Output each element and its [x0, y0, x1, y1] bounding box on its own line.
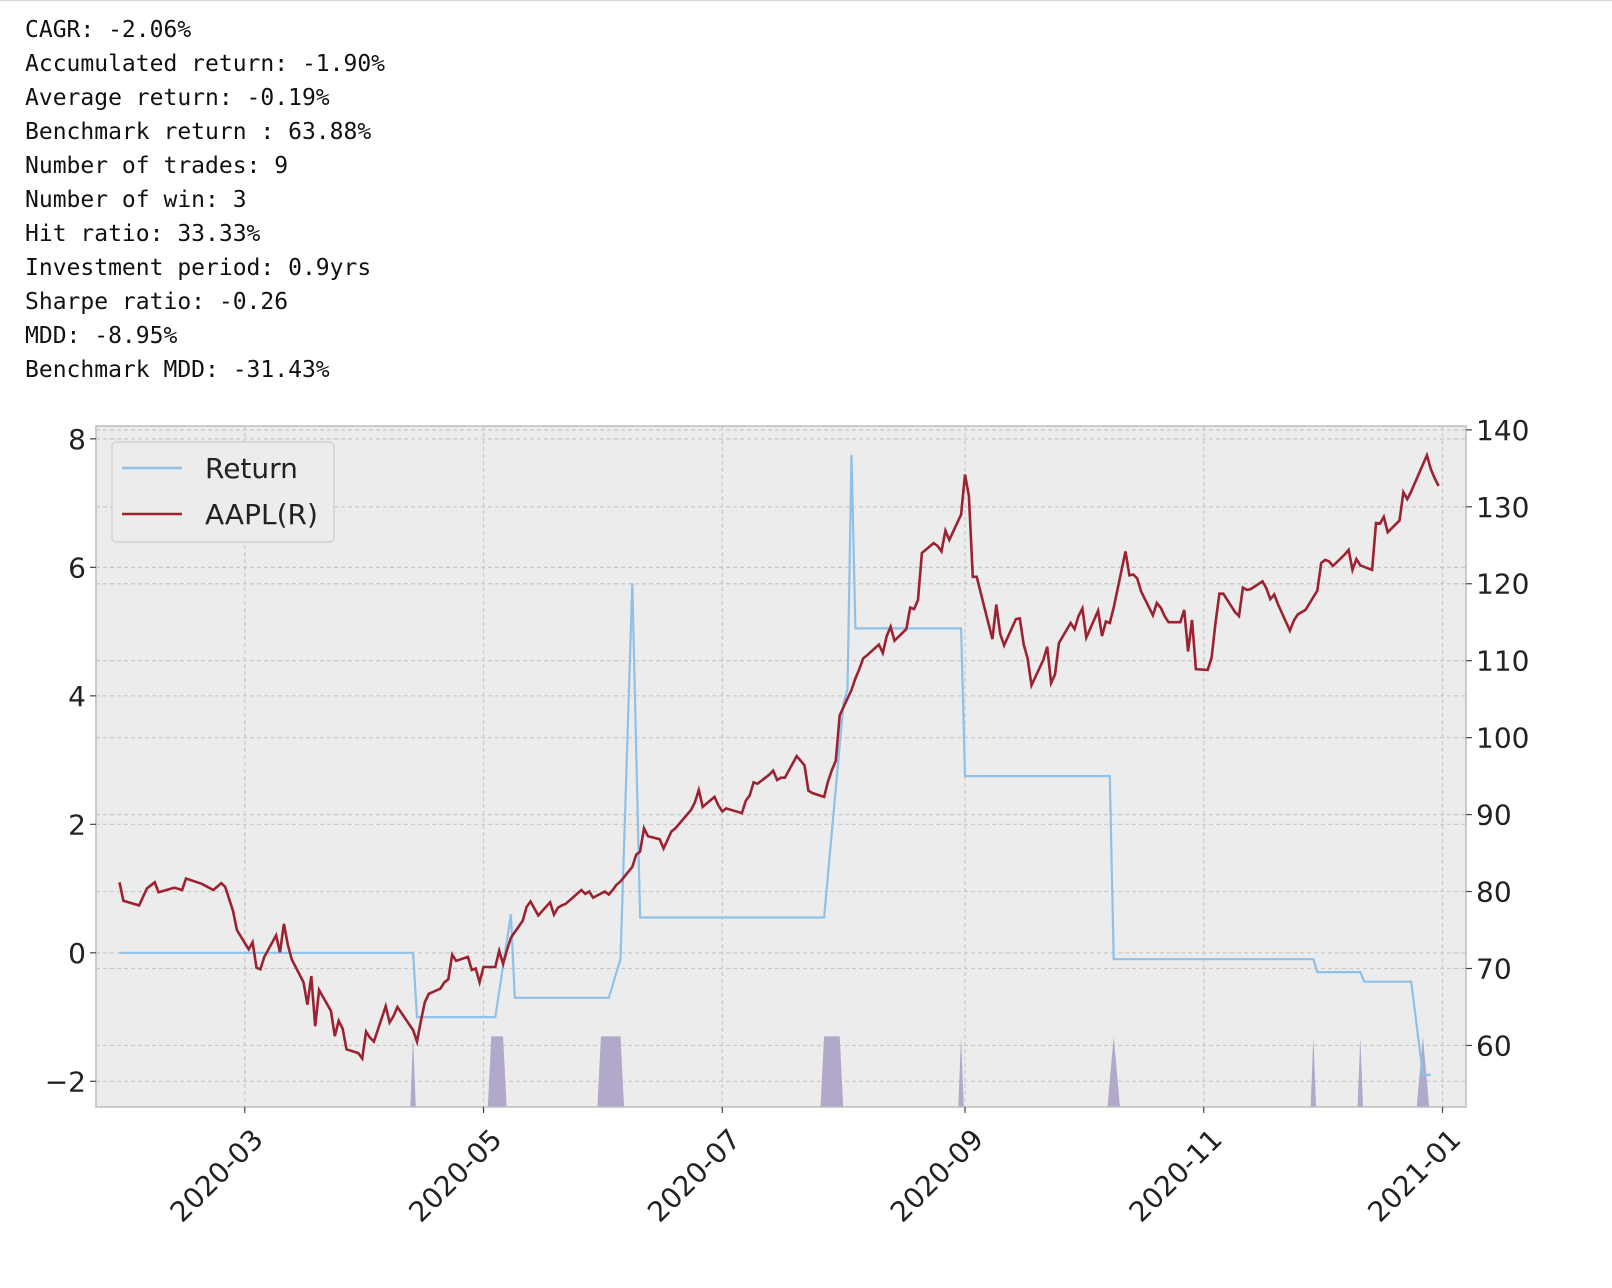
y-left-tick-label: 0 — [68, 937, 86, 970]
stat-benchmark-return: Benchmark return : 63.88% — [25, 119, 372, 145]
x-tick-label: 2020-07 — [641, 1123, 747, 1229]
y-right-tick-label: 110 — [1476, 645, 1529, 678]
return-series-line — [119, 454, 1431, 1076]
fill-region — [597, 1036, 625, 1107]
y-right-tick-label: 80 — [1476, 876, 1512, 909]
x-tick-label: 2020-05 — [402, 1123, 508, 1229]
legend-aapl-label: AAPL(R) — [205, 498, 318, 531]
stat-mdd: MDD: -8.95% — [25, 323, 178, 349]
stat-number-of-trades: Number of trades: 9 — [25, 153, 289, 179]
y-left-tick-label: 8 — [68, 423, 86, 456]
stat-hit-ratio: Hit ratio: 33.33% — [25, 221, 261, 247]
stat-investment-period: Investment period: 0.9yrs — [25, 255, 372, 281]
y-left-tick-label: 6 — [68, 551, 86, 584]
top-divider — [0, 0, 1612, 1]
stat-benchmark-mdd: Benchmark MDD: -31.43% — [25, 357, 330, 383]
y-left-tick-label: 4 — [68, 680, 86, 713]
fill-region — [487, 1036, 507, 1107]
stat-cagr: CAGR: -2.06% — [25, 17, 192, 43]
y-right-tick-label: 90 — [1476, 799, 1512, 832]
fill-region — [1107, 1036, 1120, 1107]
x-tick-label: 2020-11 — [1123, 1123, 1229, 1229]
stat-accumulated-return: Accumulated return: -1.90% — [25, 51, 386, 77]
y-right-tick-label: 100 — [1476, 722, 1529, 755]
fill-region — [820, 1036, 844, 1107]
y-right-tick-label: 70 — [1476, 952, 1512, 985]
stat-sharpe-ratio: Sharpe ratio: -0.26 — [25, 289, 289, 315]
stat-number-of-win: Number of win: 3 — [25, 187, 247, 213]
fill-region — [1357, 1036, 1364, 1107]
x-tick-label: 2021-01 — [1361, 1123, 1467, 1229]
y-right-tick-label: 130 — [1476, 491, 1529, 524]
y-left-tick-label: −2 — [45, 1065, 86, 1098]
plot-frame — [95, 425, 1467, 1108]
fill-region — [1310, 1036, 1317, 1107]
y-right-tick-label: 140 — [1476, 414, 1529, 447]
backtest-stats: CAGR: -2.06% Accumulated return: -1.90% … — [25, 13, 385, 387]
fill-region — [958, 1036, 964, 1107]
y-right-tick-label: 60 — [1476, 1029, 1512, 1062]
y-right-tick-label: 120 — [1476, 568, 1529, 601]
stat-average-return: Average return: -0.19% — [25, 85, 330, 111]
position-fill-regions — [410, 1036, 1430, 1107]
legend-return-label: Return — [205, 452, 298, 485]
x-tick-label: 2020-03 — [164, 1123, 270, 1229]
fill-region — [410, 1036, 416, 1107]
x-tick-label: 2020-09 — [884, 1123, 990, 1229]
grid-lines — [96, 426, 1466, 1107]
aapl-series-line — [118, 451, 1440, 1062]
legend: Return AAPL(R) — [111, 441, 335, 543]
y-left-tick-label: 2 — [68, 808, 86, 841]
